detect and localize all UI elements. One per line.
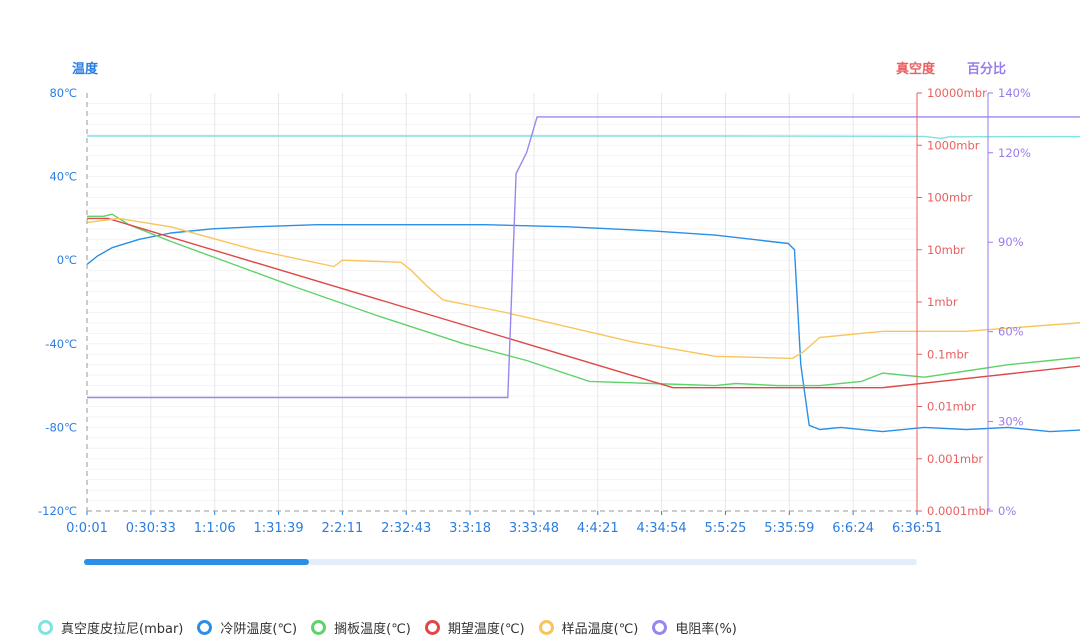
- temp-tick-label: -80℃: [45, 420, 77, 434]
- percent-tick-label: 140%: [998, 86, 1031, 100]
- temp-axis-title: 温度: [72, 61, 99, 77]
- series-line-4: [86, 217, 1080, 360]
- legend-marker-icon: [197, 619, 213, 635]
- legend-label: 冷阱温度(℃): [220, 621, 298, 637]
- percent-tick-label: 0%: [998, 504, 1016, 518]
- vacuum-tick-label: 0.01mbr: [927, 400, 976, 414]
- temp-tick-label: 0℃: [57, 253, 77, 267]
- temp-tick-label: -40℃: [45, 337, 77, 351]
- vacuum-axis-title: 真空度: [896, 61, 936, 77]
- x-tick-label: 1:1:06: [194, 521, 236, 536]
- legend-marker-icon: [538, 619, 554, 635]
- legend-marker-icon: [38, 619, 53, 635]
- legend-label: 真空度皮拉尼(mbar): [61, 621, 184, 637]
- legend-item[interactable]: 冷阱温度(℃): [197, 618, 297, 637]
- vacuum-tick-label: 100mbr: [927, 191, 972, 205]
- vacuum-tick-label: 10mbr: [927, 243, 965, 257]
- x-tick-label: 2:2:11: [321, 521, 363, 536]
- series-line-5: [87, 116, 1080, 399]
- x-tick-label: 1:31:39: [253, 521, 303, 536]
- zoom-slider-range[interactable]: [84, 559, 309, 565]
- x-tick-label: 6:6:24: [832, 521, 874, 536]
- vacuum-tick-label: 0.1mbr: [927, 347, 969, 361]
- x-tick-label: 5:35:59: [764, 521, 814, 536]
- vacuum-tick-label: 1000mbr: [927, 138, 980, 152]
- x-tick-label: 3:3:18: [449, 521, 491, 536]
- series-line-3: [87, 217, 1080, 389]
- legend-item[interactable]: 电阻率(%): [652, 618, 737, 637]
- temp-tick-label: -120℃: [38, 504, 77, 518]
- legend: 真空度皮拉尼(mbar) 冷阱温度(℃) 搁板温度(℃) 期望温度(℃) 样品温度(℃)…: [38, 616, 737, 638]
- vacuum-tick-label: 10000mbr: [927, 86, 987, 100]
- legend-label: 样品温度(℃): [561, 621, 639, 637]
- temp-tick-label: 40℃: [49, 170, 77, 184]
- vacuum-tick-label: 0.001mbr: [927, 452, 983, 466]
- vacuum-tick-label: 1mbr: [927, 295, 958, 309]
- chart: 0:0:01 0:30:33 1:1:06 1:31:39 2:2:11 2:32:43 3…: [38, 61, 1080, 565]
- legend-marker-icon: [652, 619, 668, 635]
- legend-label: 搁板温度(℃): [334, 621, 411, 637]
- x-tick-label: 4:4:21: [577, 521, 619, 536]
- percent-tick-label: 60%: [998, 325, 1024, 339]
- legend-marker-icon: [424, 619, 440, 635]
- zoom-slider[interactable]: [84, 559, 917, 565]
- x-tick-label: 4:34:54: [637, 521, 687, 536]
- legend-item[interactable]: 样品温度(℃): [538, 618, 639, 637]
- temp-tick-label: 80℃: [49, 86, 77, 100]
- percent-tick-label: 30%: [998, 415, 1024, 429]
- x-tick-label: 3:33:48: [509, 521, 559, 536]
- grid: [87, 93, 918, 511]
- x-tick-label: 2:32:43: [381, 521, 431, 536]
- series-line-0: [87, 135, 1080, 140]
- x-tick-label: 0:30:33: [126, 521, 176, 536]
- legend-label: 电阻率(%): [675, 621, 737, 637]
- axes-layer: 0:0:01 0:30:33 1:1:06 1:31:39 2:2:11 2:32:43 3…: [38, 86, 1031, 536]
- legend-item[interactable]: 搁板温度(℃): [311, 618, 411, 637]
- percent-tick-label: 120%: [998, 146, 1031, 160]
- percent-tick-label: 90%: [998, 235, 1024, 249]
- x-tick-label: 0:0:01: [66, 521, 108, 536]
- x-tick-label: 6:36:51: [892, 521, 942, 536]
- legend-item[interactable]: 期望温度(℃): [424, 618, 525, 637]
- series-line-1: [86, 223, 1080, 433]
- legend-marker-icon: [311, 619, 327, 635]
- series-line-2: [87, 213, 1080, 387]
- percent-axis-title: 百分比: [967, 61, 1006, 77]
- x-tick-label: 5:5:25: [705, 521, 747, 536]
- series-layer: [86, 116, 1080, 433]
- legend-label: 期望温度(℃): [447, 621, 525, 637]
- vacuum-tick-label: 0.0001mbr: [927, 504, 991, 518]
- legend-item[interactable]: 真空度皮拉尼(mbar): [38, 618, 183, 637]
